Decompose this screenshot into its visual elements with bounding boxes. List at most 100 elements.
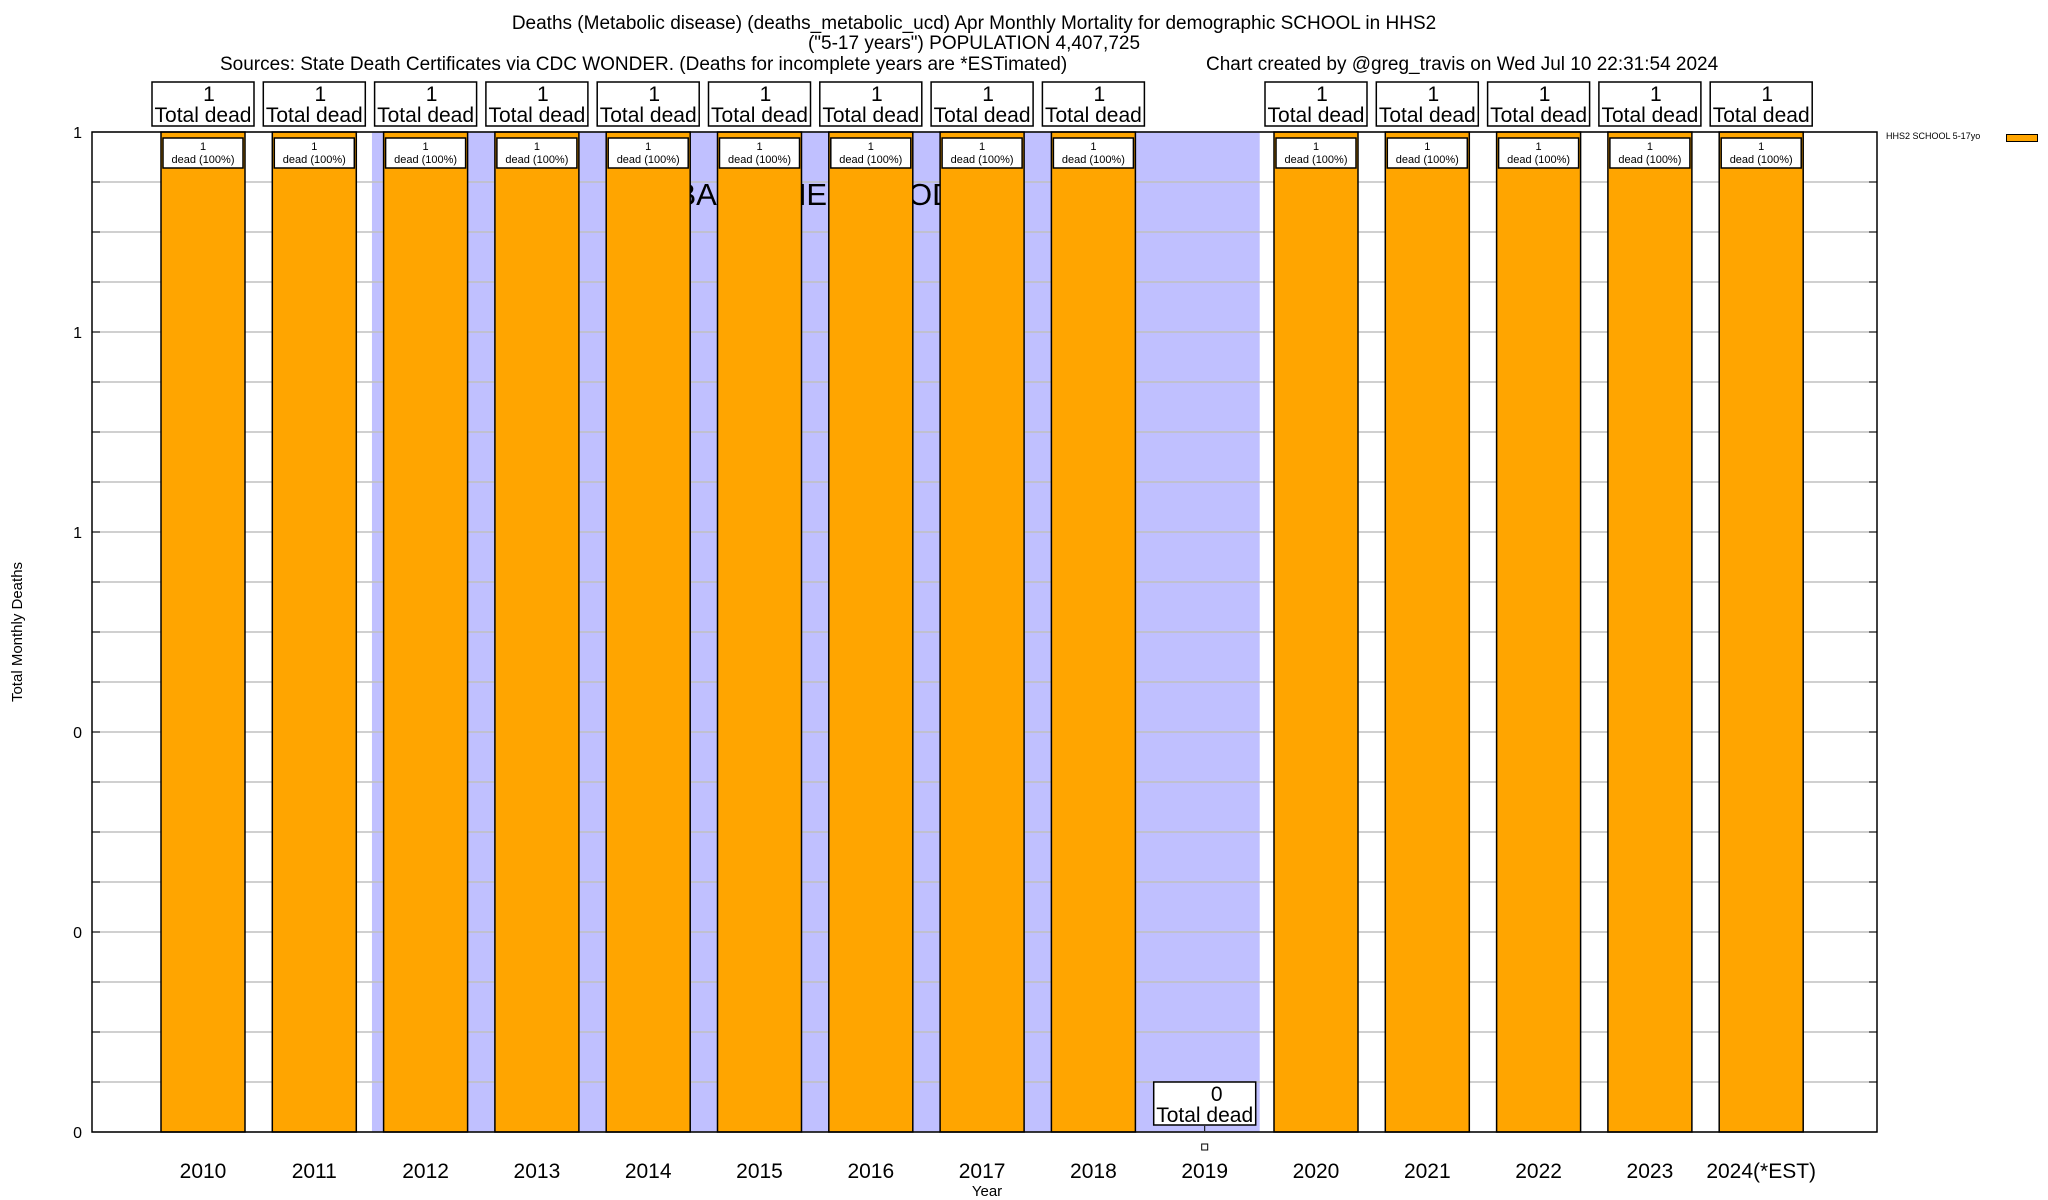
- inner-label-box: [1275, 137, 1357, 169]
- inner-label-text: dead (100%): [394, 154, 457, 166]
- bar-2021: [1384, 131, 1471, 1133]
- total-label-count: 1: [1761, 83, 1773, 106]
- x-tick-label: 2015: [736, 1160, 783, 1183]
- inner-label-count: 1: [1424, 141, 1430, 153]
- inner-label-count: 1: [1758, 141, 1764, 153]
- bar-2024(*EST): [1718, 131, 1804, 1133]
- total-label-box: [930, 81, 1034, 127]
- x-tick-label: 2011: [292, 1160, 337, 1183]
- total-label-count: 1: [1539, 83, 1551, 106]
- total-label-text: Total dead: [822, 104, 919, 127]
- x-tick-label: 2016: [847, 1160, 894, 1183]
- inner-label-box: [1497, 137, 1580, 169]
- inner-label-count: 1: [1313, 141, 1319, 153]
- total-label-count: 1: [1094, 83, 1106, 106]
- bar-2012: [382, 131, 469, 1133]
- inner-label-text: dead (100%): [1730, 154, 1793, 166]
- total-label-text: Total dead: [934, 104, 1031, 127]
- zero-marker: [1201, 1143, 1209, 1151]
- total-label-count: 1: [871, 83, 883, 106]
- total-label-count: 1: [1427, 83, 1439, 106]
- inner-label-count: 1: [645, 141, 651, 153]
- inner-label-count: 1: [423, 141, 429, 153]
- total-label-count: 1: [537, 83, 549, 106]
- x-tick-label: 2013: [514, 1160, 561, 1183]
- inner-label-text: dead (100%): [1396, 154, 1459, 166]
- inner-label-box: [162, 137, 244, 169]
- total-label-count: 1: [426, 83, 438, 106]
- bar-2022: [1495, 131, 1582, 1133]
- inner-label-count: 1: [868, 141, 874, 153]
- total-label-box: [1598, 81, 1702, 127]
- bar-2017: [939, 131, 1025, 1133]
- total-label-box: [1486, 81, 1591, 127]
- x-tick-label: 2021: [1404, 1160, 1451, 1183]
- y-tick-label: 1: [73, 125, 82, 142]
- plot-frame: [91, 131, 1878, 1133]
- y-tick-label: 0: [73, 725, 82, 742]
- x-tick-label: 2020: [1293, 1160, 1340, 1183]
- total-label-text: Total dead: [1490, 104, 1587, 127]
- inner-label-text: dead (100%): [1285, 154, 1348, 166]
- total-label-box: [707, 81, 812, 127]
- inner-label-count: 1: [200, 141, 206, 153]
- total-label-text: Total dead: [1601, 104, 1698, 127]
- bar-2010: [160, 131, 246, 1133]
- inner-label-count: 1: [534, 141, 540, 153]
- x-tick-label: 2012: [402, 1160, 449, 1183]
- x-tick-label: 2019: [1181, 1160, 1228, 1183]
- legend-label: HHS2 SCHOOL 5-17yo: [1886, 131, 1981, 141]
- total-label-box: [1375, 81, 1480, 127]
- y-tick-label: 0: [73, 925, 82, 942]
- total-label-text: Total dead: [1156, 1104, 1253, 1127]
- inner-label-count: 1: [979, 141, 985, 153]
- bar-2018: [1050, 131, 1137, 1133]
- total-label-count: 1: [760, 83, 772, 106]
- inner-label-count: 1: [756, 141, 762, 153]
- total-label-text: Total dead: [488, 104, 585, 127]
- total-label-box: [1709, 81, 1813, 127]
- total-label-box: [1041, 81, 1146, 127]
- inner-label-box: [607, 137, 689, 169]
- inner-label-text: dead (100%): [1507, 154, 1570, 166]
- inner-label-box: [496, 137, 578, 169]
- total-label-count: 1: [1650, 83, 1662, 106]
- inner-label-text: dead (100%): [1618, 154, 1681, 166]
- inner-label-box: [384, 137, 467, 169]
- total-label-box: [596, 81, 700, 127]
- bar-2016: [828, 131, 914, 1133]
- total-label-text: Total dead: [155, 104, 252, 127]
- inner-label-count: 1: [1090, 141, 1096, 153]
- inner-label-text: dead (100%): [505, 154, 568, 166]
- total-label-count: 1: [648, 83, 660, 106]
- total-label-count: 1: [1316, 83, 1328, 106]
- total-label-box: [373, 81, 478, 127]
- x-tick-label: 2018: [1070, 1160, 1117, 1183]
- inner-label-count: 1: [311, 141, 317, 153]
- bar-2023: [1607, 131, 1693, 1133]
- inner-label-box: [1720, 137, 1802, 169]
- inner-label-text: dead (100%): [839, 154, 902, 166]
- chart-title: Deaths (Metabolic disease) (deaths_metab…: [511, 13, 1437, 34]
- inner-label-text: dead (100%): [617, 154, 680, 166]
- bar-2014: [605, 131, 691, 1133]
- total-label-count: 0: [1211, 1083, 1223, 1106]
- y-axis-label: Total Monthly Deaths: [9, 562, 26, 702]
- total-label-text: Total dead: [1268, 104, 1365, 127]
- total-label-text: Total dead: [600, 104, 697, 127]
- total-label-text: Total dead: [1713, 104, 1810, 127]
- inner-label-box: [1052, 137, 1135, 169]
- total-label-count: 1: [982, 83, 994, 106]
- total-label-text: Total dead: [266, 104, 363, 127]
- total-label-text: Total dead: [377, 104, 474, 127]
- inner-label-text: dead (100%): [951, 154, 1014, 166]
- inner-label-box: [830, 137, 912, 169]
- total-label-count: 1: [203, 83, 215, 106]
- inner-label-box: [1386, 137, 1469, 169]
- x-tick-label: 2023: [1627, 1160, 1674, 1183]
- inner-label-count: 1: [1647, 141, 1653, 153]
- bar-2013: [494, 131, 580, 1133]
- bar-2015: [716, 131, 803, 1133]
- y-tick-label: 1: [73, 325, 82, 342]
